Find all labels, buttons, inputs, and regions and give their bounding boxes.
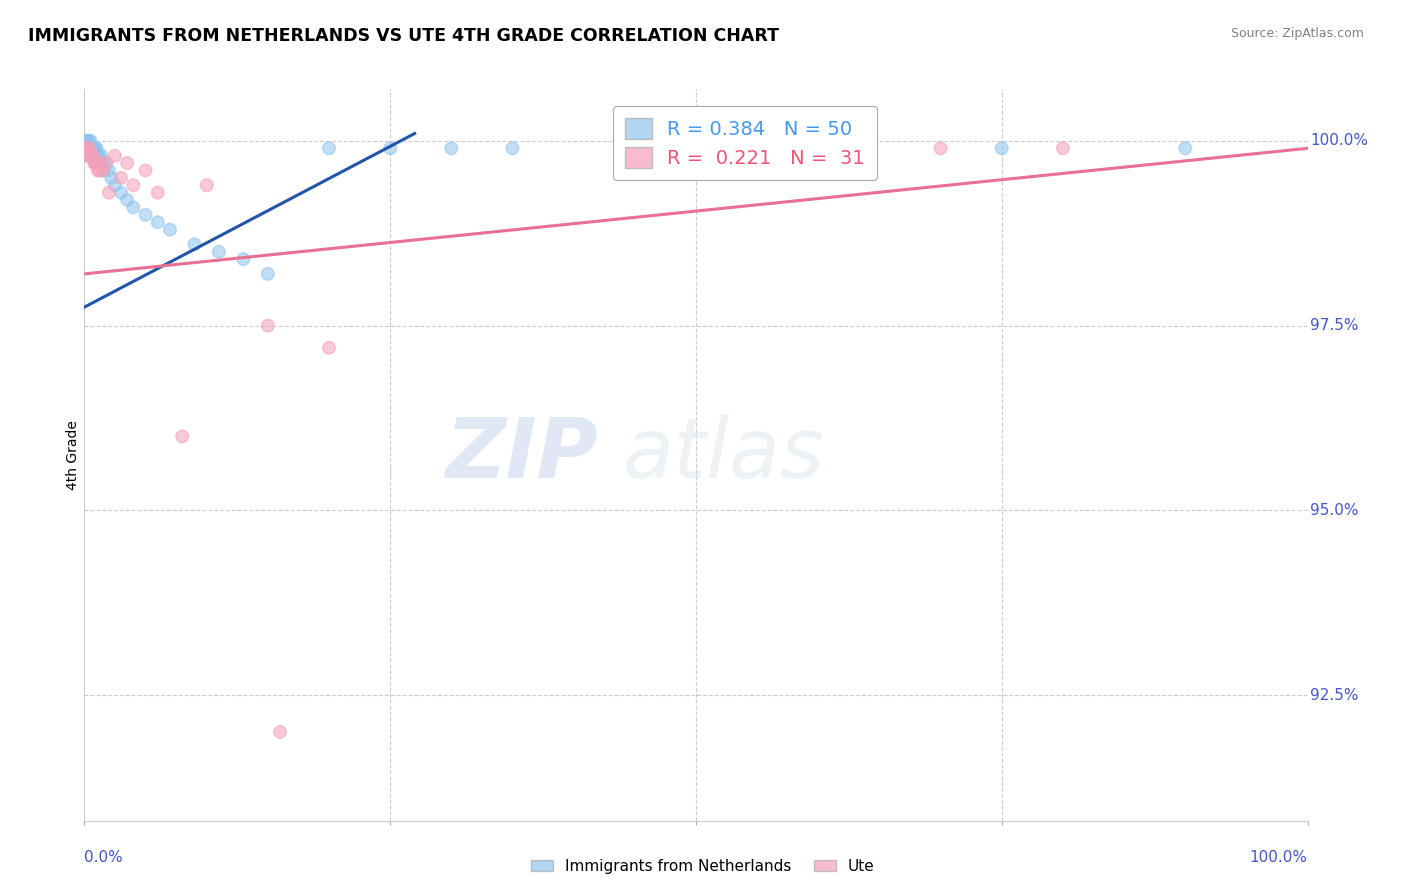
Point: [77, 149, 100, 163]
Point: [135, 208, 157, 222]
Point: [115, 193, 138, 207]
Point: [82, 149, 104, 163]
Point: [82, 141, 104, 155]
Point: [318, 341, 340, 355]
Point: [929, 141, 952, 155]
Point: [87, 163, 110, 178]
Point: [122, 201, 145, 215]
Point: [257, 318, 280, 333]
Point: [97, 163, 120, 178]
Text: Source: ZipAtlas.com: Source: ZipAtlas.com: [1230, 27, 1364, 40]
Point: [146, 215, 169, 229]
Point: [159, 222, 181, 236]
Text: 92.5%: 92.5%: [1310, 688, 1358, 703]
Point: [79, 149, 101, 163]
Point: [77, 149, 100, 163]
Point: [110, 170, 132, 185]
Point: [80, 141, 103, 155]
Point: [96, 156, 118, 170]
Text: 97.5%: 97.5%: [1310, 318, 1358, 333]
Point: [83, 156, 105, 170]
Point: [685, 141, 707, 155]
Point: [87, 149, 110, 163]
Point: [991, 141, 1014, 155]
Point: [75, 141, 97, 155]
Point: [84, 141, 107, 155]
Point: [79, 149, 101, 163]
Point: [380, 141, 402, 155]
Text: 100.0%: 100.0%: [1250, 850, 1308, 865]
Point: [84, 156, 107, 170]
Point: [79, 141, 101, 155]
Point: [104, 149, 127, 163]
Point: [93, 163, 115, 178]
Point: [76, 141, 98, 155]
Point: [318, 141, 340, 155]
Point: [96, 156, 118, 170]
Point: [87, 163, 110, 178]
Point: [82, 149, 104, 163]
Point: [83, 149, 105, 163]
Point: [807, 141, 830, 155]
Point: [76, 134, 98, 148]
Point: [146, 186, 169, 200]
Text: atlas: atlas: [623, 415, 824, 495]
Text: 0.0%: 0.0%: [84, 850, 124, 865]
Text: IMMIGRANTS FROM NETHERLANDS VS UTE 4TH GRADE CORRELATION CHART: IMMIGRANTS FROM NETHERLANDS VS UTE 4TH G…: [28, 27, 779, 45]
Point: [1174, 141, 1197, 155]
Point: [87, 149, 110, 163]
Y-axis label: 4th Grade: 4th Grade: [66, 420, 80, 490]
Point: [75, 141, 97, 155]
Point: [86, 141, 108, 155]
Point: [77, 141, 100, 155]
Point: [104, 178, 127, 193]
Point: [80, 149, 103, 163]
Point: [77, 141, 100, 155]
Point: [440, 141, 463, 155]
Point: [89, 156, 111, 170]
Point: [100, 170, 122, 185]
Point: [84, 156, 107, 170]
Point: [807, 141, 830, 155]
Point: [83, 141, 105, 155]
Point: [76, 141, 98, 155]
Point: [122, 178, 145, 193]
Point: [257, 267, 280, 281]
Point: [97, 186, 120, 200]
Legend: R = 0.384   N = 50, R =  0.221   N =  31: R = 0.384 N = 50, R = 0.221 N = 31: [613, 106, 877, 179]
Point: [91, 156, 114, 170]
Point: [75, 134, 97, 148]
Point: [77, 134, 100, 148]
Point: [195, 178, 218, 193]
Text: 95.0%: 95.0%: [1310, 503, 1358, 518]
Point: [269, 725, 291, 739]
Point: [89, 156, 111, 170]
Point: [77, 141, 100, 155]
Point: [1052, 141, 1074, 155]
Point: [172, 429, 194, 443]
Text: ZIP: ZIP: [446, 415, 598, 495]
Point: [232, 252, 254, 267]
Text: 100.0%: 100.0%: [1310, 134, 1368, 148]
Legend: Immigrants from Netherlands, Ute: Immigrants from Netherlands, Ute: [526, 853, 880, 880]
Point: [91, 163, 114, 178]
Point: [80, 149, 103, 163]
Point: [110, 186, 132, 200]
Point: [208, 244, 231, 259]
Point: [86, 149, 108, 163]
Point: [77, 134, 100, 148]
Point: [90, 149, 112, 163]
Point: [115, 156, 138, 170]
Point: [86, 156, 108, 170]
Point: [135, 163, 157, 178]
Point: [502, 141, 524, 155]
Point: [79, 134, 101, 148]
Point: [77, 141, 100, 155]
Point: [183, 237, 205, 252]
